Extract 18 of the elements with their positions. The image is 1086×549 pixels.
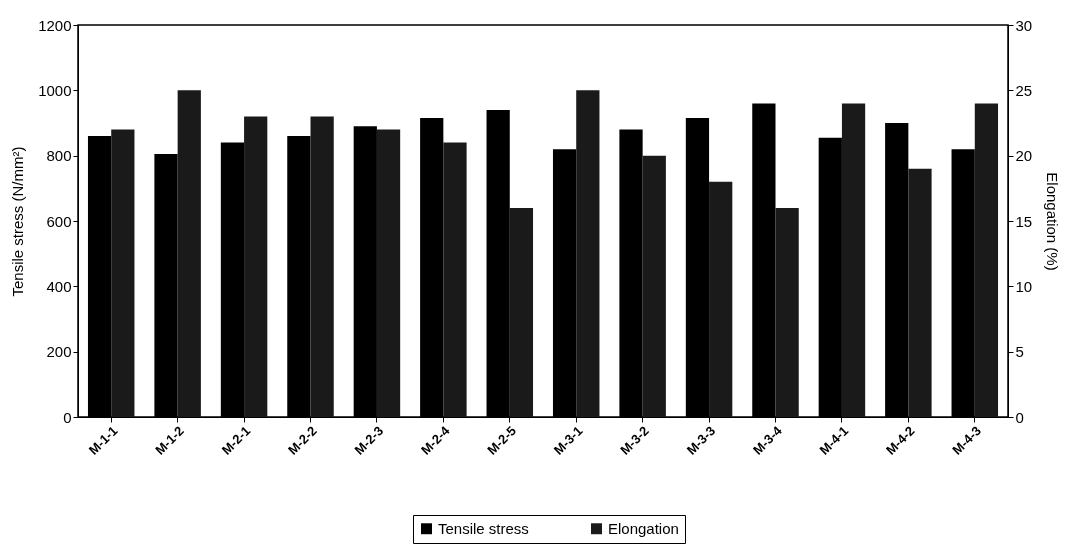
y-tick-label: 1000 xyxy=(38,81,72,99)
legend-label: Tensile stress xyxy=(438,519,529,537)
y2-tick-label: 0 xyxy=(1015,408,1024,426)
y-tick-label: 600 xyxy=(46,212,72,230)
y2-tick-label: 10 xyxy=(1015,277,1033,295)
y-tick-label: 0 xyxy=(63,408,72,426)
y2-tick-label: 30 xyxy=(1015,16,1033,34)
legend-label: Elongation xyxy=(608,519,679,537)
y-axis-title: Tensile stress (N/mm²) xyxy=(9,146,27,297)
y-tick-label: 800 xyxy=(46,147,72,165)
y2-tick-label: 25 xyxy=(1015,81,1033,99)
y-tick-label: 200 xyxy=(46,343,72,361)
y2-tick-label: 15 xyxy=(1015,212,1033,230)
y-tick-label: 1200 xyxy=(38,16,72,34)
y2-tick-label: 20 xyxy=(1015,147,1033,165)
y2-tick-label: 5 xyxy=(1015,343,1024,361)
y-tick-label: 400 xyxy=(46,277,72,295)
y2-axis-title: Elongation (%) xyxy=(1044,172,1062,271)
